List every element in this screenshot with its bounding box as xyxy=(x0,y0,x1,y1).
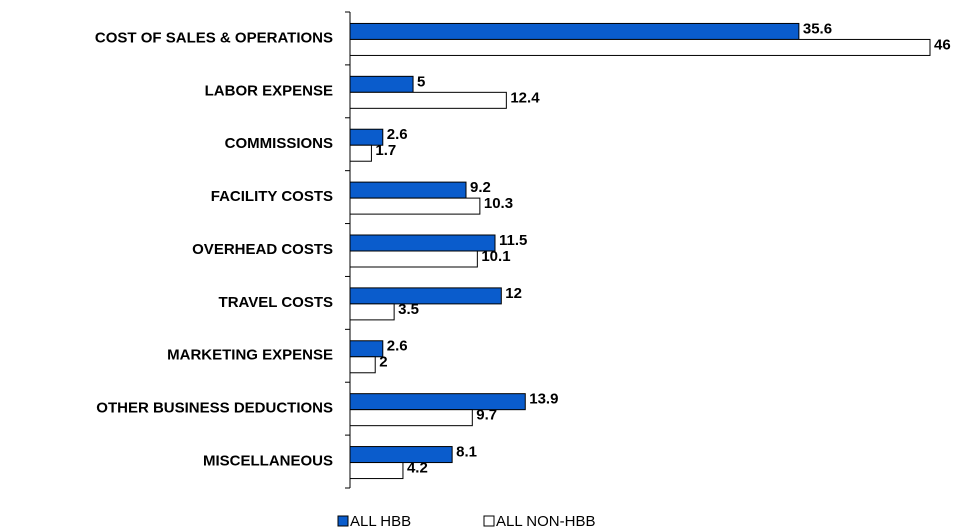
data-label: 2 xyxy=(379,354,387,371)
bar xyxy=(349,197,481,215)
category-label: COST OF SALES & OPERATIONS xyxy=(95,29,333,46)
data-label: 10.3 xyxy=(484,195,513,212)
data-label: 46 xyxy=(934,36,951,53)
category-label: OTHER BUSINESS DEDUCTIONS xyxy=(96,400,333,417)
bar xyxy=(349,75,414,93)
category-label: LABOR EXPENSE xyxy=(205,82,333,99)
legend-swatch xyxy=(337,515,349,527)
data-label: 9.2 xyxy=(470,179,491,196)
data-label: 9.7 xyxy=(476,407,497,424)
bar xyxy=(349,22,800,40)
data-label: 8.1 xyxy=(456,444,477,461)
data-label: 2.6 xyxy=(387,338,408,355)
data-label: 3.5 xyxy=(398,301,419,318)
bar xyxy=(349,462,404,480)
bar xyxy=(349,393,526,411)
data-label: 10.1 xyxy=(481,248,510,265)
bar xyxy=(349,446,453,464)
data-label: 2.6 xyxy=(387,126,408,143)
bar xyxy=(349,303,395,321)
bar xyxy=(349,287,502,305)
bar xyxy=(349,144,372,162)
bar xyxy=(349,234,496,252)
category-label: TRAVEL COSTS xyxy=(219,294,333,311)
category-label: FACILITY COSTS xyxy=(211,188,333,205)
legend-label: ALL NON-HBB xyxy=(496,513,595,530)
data-label: 13.9 xyxy=(529,391,558,408)
bar xyxy=(349,340,384,358)
bar xyxy=(349,250,478,268)
data-label: 5 xyxy=(417,73,425,90)
bar xyxy=(349,91,507,109)
legend-label: ALL HBB xyxy=(350,513,411,530)
data-label: 12 xyxy=(505,285,522,302)
bar xyxy=(349,181,467,199)
legend-swatch xyxy=(483,515,495,527)
data-label: 11.5 xyxy=(499,232,527,249)
category-label: COMMISSIONS xyxy=(225,135,333,152)
bar xyxy=(349,38,931,56)
category-label: MISCELLANEOUS xyxy=(203,453,333,470)
data-label: 35.6 xyxy=(803,20,832,37)
bar xyxy=(349,356,376,374)
category-label: OVERHEAD COSTS xyxy=(192,241,333,258)
data-label: 12.4 xyxy=(510,89,540,106)
bar xyxy=(349,409,473,427)
data-label: 4.2 xyxy=(407,460,428,477)
category-label: MARKETING EXPENSE xyxy=(167,347,333,364)
data-label: 1.7 xyxy=(375,142,396,159)
